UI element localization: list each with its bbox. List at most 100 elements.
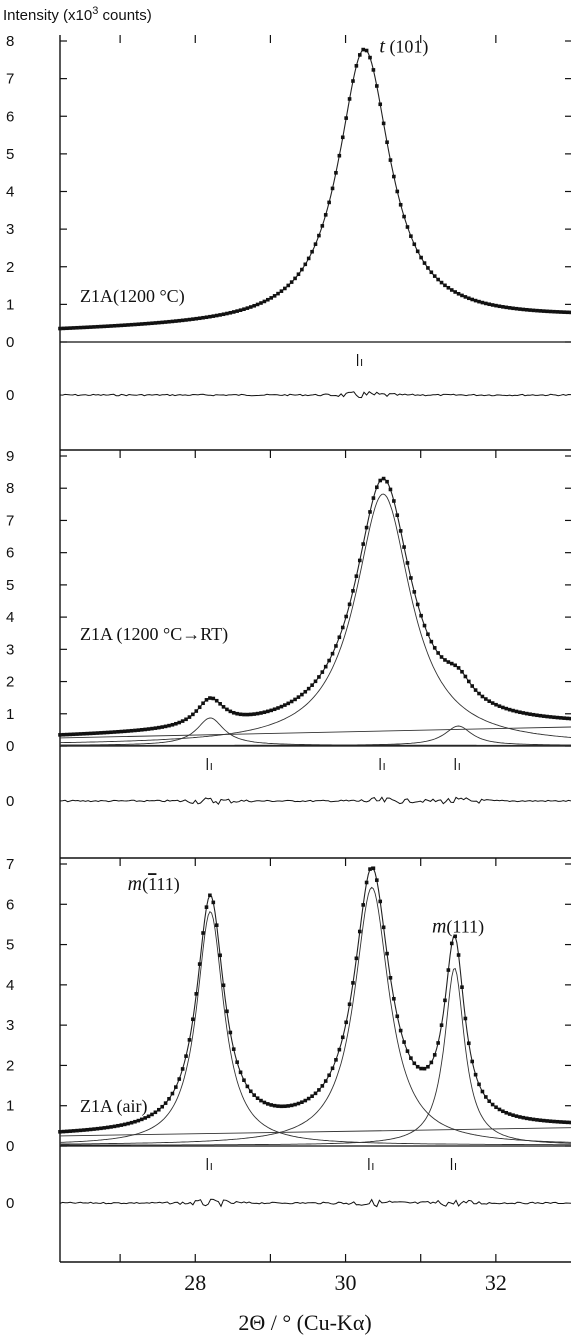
- data-point: [511, 306, 515, 311]
- data-point: [85, 325, 90, 330]
- data-point: [555, 715, 560, 720]
- data-point: [354, 64, 359, 68]
- plot-area: 0 1 2 3 4 5 6 7 8 0 Z1A(1200 °C) t (101) 0 1 2 3 4 5 6 7 8 9 0…: [6, 33, 571, 1295]
- data-point: [381, 121, 386, 126]
- data-point: [351, 589, 355, 593]
- data-point: [317, 675, 321, 679]
- data-point: [139, 727, 144, 732]
- data-point: [323, 1079, 328, 1083]
- data-point: [531, 308, 536, 313]
- data-point: [289, 699, 294, 704]
- data-point: [143, 727, 147, 732]
- data-point: [562, 716, 566, 720]
- data-point: [126, 1121, 130, 1126]
- data-point: [395, 189, 400, 194]
- data-point: [235, 1060, 239, 1064]
- x-tick-label: 28: [184, 1270, 206, 1295]
- data-point: [422, 623, 427, 628]
- data-point: [392, 996, 396, 1001]
- data-point: [92, 731, 96, 736]
- data-point: [95, 731, 100, 735]
- data-point: [116, 729, 120, 734]
- data-point: [395, 1014, 400, 1019]
- data-point: [310, 683, 314, 687]
- data-point: [398, 1028, 403, 1033]
- data-point: [361, 542, 365, 546]
- data-point: [119, 323, 124, 328]
- data-point: [211, 900, 216, 905]
- y-tick-label: 2: [6, 674, 14, 691]
- data-point: [300, 267, 304, 272]
- data-point: [170, 319, 175, 324]
- y-axis-label: Intensity (x103 counts): [3, 5, 152, 24]
- data-point: [317, 233, 321, 238]
- data-point: [269, 1103, 274, 1107]
- data-point: [528, 1117, 532, 1121]
- data-point: [88, 1127, 93, 1132]
- data-point: [221, 312, 226, 317]
- data-point: [368, 510, 372, 514]
- data-point: [453, 934, 457, 939]
- data-point: [306, 686, 311, 691]
- data-point: [344, 614, 348, 619]
- y-tick-label: 4: [6, 977, 14, 994]
- data-point: [320, 224, 325, 228]
- data-point: [364, 525, 369, 530]
- data-point: [92, 1127, 96, 1131]
- data-point: [129, 728, 134, 733]
- data-point: [61, 326, 66, 331]
- y-tick-label: 3: [6, 641, 14, 658]
- data-point: [75, 325, 79, 330]
- data-point: [228, 310, 233, 315]
- data-point: [204, 905, 209, 909]
- data-point: [272, 294, 277, 298]
- data-point: [494, 702, 498, 707]
- data-point: [197, 962, 202, 966]
- residual-curve-bottom: [59, 1198, 571, 1208]
- data-point: [552, 1119, 556, 1124]
- data-point: [262, 299, 267, 304]
- data-point: [133, 728, 137, 733]
- data-point: [313, 1091, 318, 1096]
- data-point: [197, 705, 202, 710]
- data-point: [204, 698, 209, 702]
- data-point: [449, 941, 454, 946]
- data-point: [122, 1122, 127, 1127]
- y-axis-label-exponent: 3: [92, 5, 98, 17]
- y-tick-label: 0: [6, 738, 14, 755]
- data-point: [88, 325, 93, 329]
- y-tick-label: 1: [6, 706, 14, 723]
- y-tick-label: 1: [6, 1098, 14, 1115]
- data-point: [218, 953, 222, 958]
- data-point: [562, 310, 566, 314]
- data-point: [194, 992, 199, 996]
- data-point: [174, 721, 178, 726]
- data-point: [330, 186, 335, 191]
- data-point: [368, 867, 372, 871]
- y-tick-label: 0: [6, 334, 14, 351]
- residual-curve-top: [59, 391, 571, 399]
- fit-curve-middle: [59, 478, 571, 736]
- data-point: [194, 709, 199, 713]
- data-point: [347, 602, 352, 607]
- data-point: [65, 326, 69, 331]
- data-point: [276, 706, 280, 710]
- data-point: [310, 1094, 314, 1098]
- data-point: [531, 712, 536, 717]
- data-point: [340, 135, 345, 140]
- y-tick-label: 8: [6, 33, 14, 50]
- data-point: [323, 664, 328, 669]
- data-point: [68, 326, 73, 330]
- data-point: [68, 732, 73, 737]
- data-point: [415, 1064, 420, 1069]
- y-tick-label: 2: [6, 1057, 14, 1074]
- data-point: [392, 174, 396, 179]
- data-point: [569, 1120, 571, 1125]
- data-point: [548, 309, 553, 314]
- y-tick-label: 6: [6, 896, 14, 913]
- data-point: [153, 726, 158, 730]
- data-point: [558, 310, 563, 314]
- data-point: [470, 1059, 475, 1064]
- data-point: [95, 324, 100, 329]
